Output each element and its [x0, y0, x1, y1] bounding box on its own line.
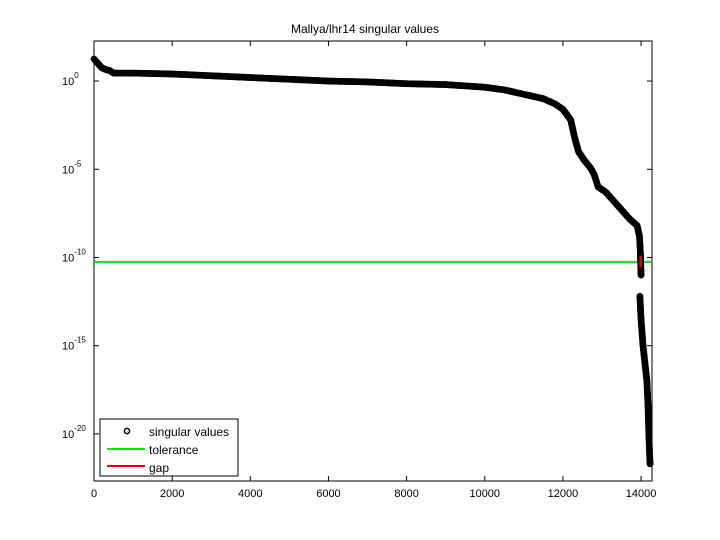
legend-label-gap: gap	[149, 461, 169, 475]
x-axis-ticks: 0 2000 4000 6000 8000 10000 12000 14000	[91, 41, 656, 500]
legend-label-tolerance: tolerance	[149, 443, 199, 457]
x-tick-label: 10000	[469, 488, 500, 500]
x-tick-label: 8000	[394, 488, 418, 500]
chart-title: Mallya/lhr14 singular values	[291, 22, 439, 36]
y-tick-label: 10-5	[62, 159, 82, 176]
x-tick-label: 0	[91, 488, 97, 500]
y-tick-label: 10-10	[62, 247, 86, 264]
legend-label-singular-values: singular values	[149, 425, 229, 439]
legend-circle-marker-icon	[123, 427, 131, 435]
y-tick-label: 10-15	[62, 336, 86, 353]
y-tick-label: 100	[62, 71, 79, 88]
x-tick-label: 14000	[626, 488, 657, 500]
x-tick-label: 4000	[238, 488, 262, 500]
x-tick-label: 2000	[160, 488, 184, 500]
legend: singular values tolerance gap	[99, 418, 239, 477]
singular-values-markers	[90, 55, 654, 468]
x-tick-label: 6000	[316, 488, 340, 500]
x-tick-label: 12000	[548, 488, 579, 500]
plot-area: 0 2000 4000 6000 8000 10000 12000 14000 100 10-5…	[62, 40, 656, 500]
y-tick-label: 10-20	[62, 424, 86, 441]
data-layer	[90, 55, 654, 468]
y-axis-ticks: 100 10-5 10-10 10-15 10-20	[62, 71, 652, 441]
